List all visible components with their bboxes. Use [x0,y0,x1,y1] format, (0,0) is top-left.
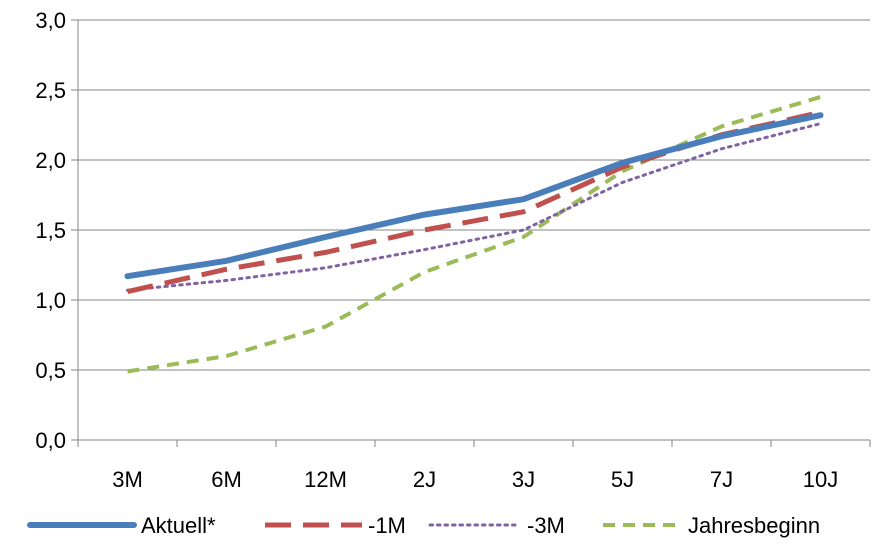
legend-label-3m: -3M [527,513,565,538]
series-line-3m [126,122,822,292]
x-tick-label: 7J [710,467,733,492]
legend-label-aktuell: Aktuell* [141,513,216,538]
x-tick-label: 2J [413,467,436,492]
x-tick-label: 6M [211,467,242,492]
y-tick-label: 0,5 [35,358,66,383]
gridlines [78,19,870,371]
x-tick-label: 12M [304,467,347,492]
legend: Aktuell* -1M -3M Jahresbeginn [27,513,820,538]
legend-label-jahresbeginn: Jahresbeginn [688,513,820,538]
y-tick-label: 1,5 [35,218,66,243]
y-tick-label: 3,0 [35,8,66,33]
series-line-aktuell [124,112,824,280]
y-tick-label: 1,0 [35,288,66,313]
x-tick-labels: 3M 6M 12M 2J 3J 5J 7J 10J [112,467,838,492]
y-tick-label: 2,0 [35,148,66,173]
series-line-jahresbeginn [127,95,822,374]
x-tick-label: 10J [803,467,838,492]
y-tick-labels: 0,0 0,5 1,0 1,5 2,0 2,5 3,0 [35,8,66,453]
series-line-1m [126,109,822,295]
y-tick-label: 2,5 [35,78,66,103]
x-tick-label: 3J [512,467,535,492]
legend-label-1m: -1M [368,513,406,538]
x-tick-label: 5J [611,467,634,492]
axes [71,19,871,447]
y-tick-label: 0,0 [35,428,66,453]
x-tick-label: 3M [112,467,143,492]
series-lines [124,95,824,374]
